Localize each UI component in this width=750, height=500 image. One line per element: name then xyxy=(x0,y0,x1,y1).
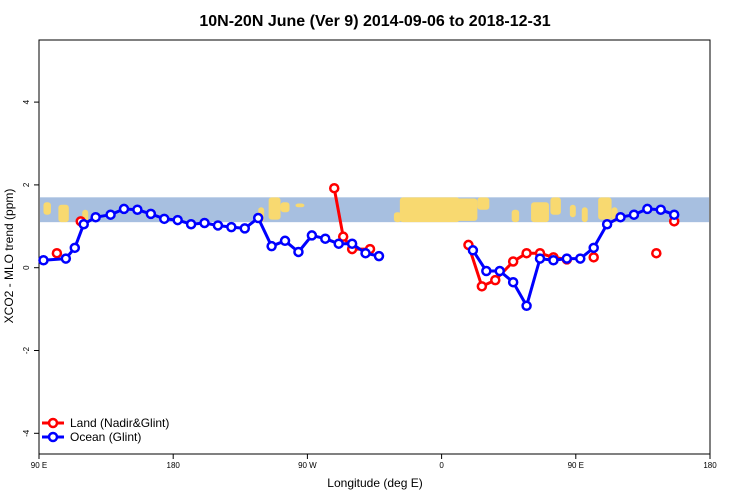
land-mass xyxy=(531,202,549,223)
land-mass xyxy=(58,204,69,223)
x-tick-label: 180 xyxy=(703,461,717,470)
data-point xyxy=(266,240,277,252)
data-point xyxy=(588,242,599,254)
data-point xyxy=(90,211,101,223)
data-point xyxy=(507,256,519,267)
data-point xyxy=(306,230,318,241)
legend-marker xyxy=(47,431,59,443)
land-mass xyxy=(399,197,460,223)
series-line xyxy=(471,207,675,308)
legend-entry: Ocean (Glint) xyxy=(70,430,141,444)
land-mass xyxy=(280,202,290,213)
land-mass xyxy=(447,198,478,221)
x-tick-label: 0 xyxy=(439,461,444,470)
data-point xyxy=(655,204,667,215)
land-mass xyxy=(511,209,520,223)
legend-entry: Land (Nadir&Glint) xyxy=(70,416,169,430)
data-point xyxy=(642,203,653,215)
data-point xyxy=(132,204,143,215)
y-tick-label: -4 xyxy=(22,429,31,437)
data-point xyxy=(575,253,586,264)
land-mass xyxy=(569,204,576,218)
data-point xyxy=(105,209,116,220)
data-point xyxy=(145,208,157,220)
data-point xyxy=(346,238,358,249)
land-mass xyxy=(43,202,51,215)
data-point xyxy=(185,218,197,230)
x-axis: 90 E 180 90 W 0 90 E 180 xyxy=(31,454,717,470)
data-point xyxy=(320,233,331,244)
series-1 xyxy=(38,203,385,266)
y-tick-label: 4 xyxy=(22,99,31,104)
data-point xyxy=(521,300,532,312)
data-point xyxy=(651,247,662,259)
y-tick-label: 2 xyxy=(22,182,31,187)
data-point xyxy=(279,235,291,247)
data-point xyxy=(199,217,210,229)
land-mass xyxy=(598,197,612,220)
legend: Land (Nadir&Glint)Ocean (Glint) xyxy=(42,416,169,444)
data-point xyxy=(293,246,304,258)
data-point xyxy=(628,209,640,220)
data-point xyxy=(476,281,488,292)
y-axis: -4 -2 0 2 4 xyxy=(22,99,39,437)
land-mass xyxy=(268,197,281,220)
data-point xyxy=(548,254,559,266)
data-point xyxy=(507,276,519,288)
y-axis-label: XCO2 - MLO trend (ppm) xyxy=(2,189,16,324)
x-tick-label: 90 E xyxy=(568,461,584,470)
data-point xyxy=(328,182,340,194)
land-mass xyxy=(477,197,490,210)
data-point xyxy=(561,253,573,264)
plot-frame xyxy=(38,39,711,455)
data-point xyxy=(373,250,385,262)
data-point xyxy=(601,218,613,230)
data-point xyxy=(337,231,349,242)
data-point xyxy=(333,238,344,249)
data-point xyxy=(467,245,479,256)
data-point xyxy=(118,203,130,215)
data-point xyxy=(78,218,89,230)
data-point xyxy=(534,253,546,264)
land-mass xyxy=(581,207,588,223)
x-axis-label: Longitude (deg E) xyxy=(327,476,422,490)
x-tick-label: 90 W xyxy=(298,461,317,470)
data-point xyxy=(172,214,183,226)
land-mass xyxy=(393,212,402,223)
series-layer xyxy=(38,182,680,312)
land-mass xyxy=(295,203,305,208)
data-point xyxy=(38,254,49,266)
series-2 xyxy=(467,203,680,312)
data-point xyxy=(481,265,492,277)
chart-title: 10N-20N June (Ver 9) 2014-09-06 to 2018-… xyxy=(199,13,550,30)
data-point xyxy=(69,242,81,254)
data-point xyxy=(615,211,626,223)
y-tick-label: -2 xyxy=(22,346,31,354)
x-tick-label: 90 E xyxy=(31,461,47,470)
data-point xyxy=(226,221,237,233)
data-point xyxy=(494,265,506,277)
data-point xyxy=(588,252,599,263)
data-point xyxy=(60,253,72,264)
data-point xyxy=(360,247,371,259)
x-tick-label: 180 xyxy=(167,461,181,470)
data-point xyxy=(51,247,63,259)
data-point xyxy=(252,212,264,224)
y-tick-label: 0 xyxy=(22,265,31,270)
data-point xyxy=(668,209,680,220)
land-mass xyxy=(550,197,561,215)
data-point xyxy=(212,220,224,231)
data-point xyxy=(159,213,170,225)
data-point xyxy=(521,247,532,259)
data-point xyxy=(490,274,501,286)
data-point xyxy=(239,223,251,234)
legend-marker xyxy=(47,417,59,429)
